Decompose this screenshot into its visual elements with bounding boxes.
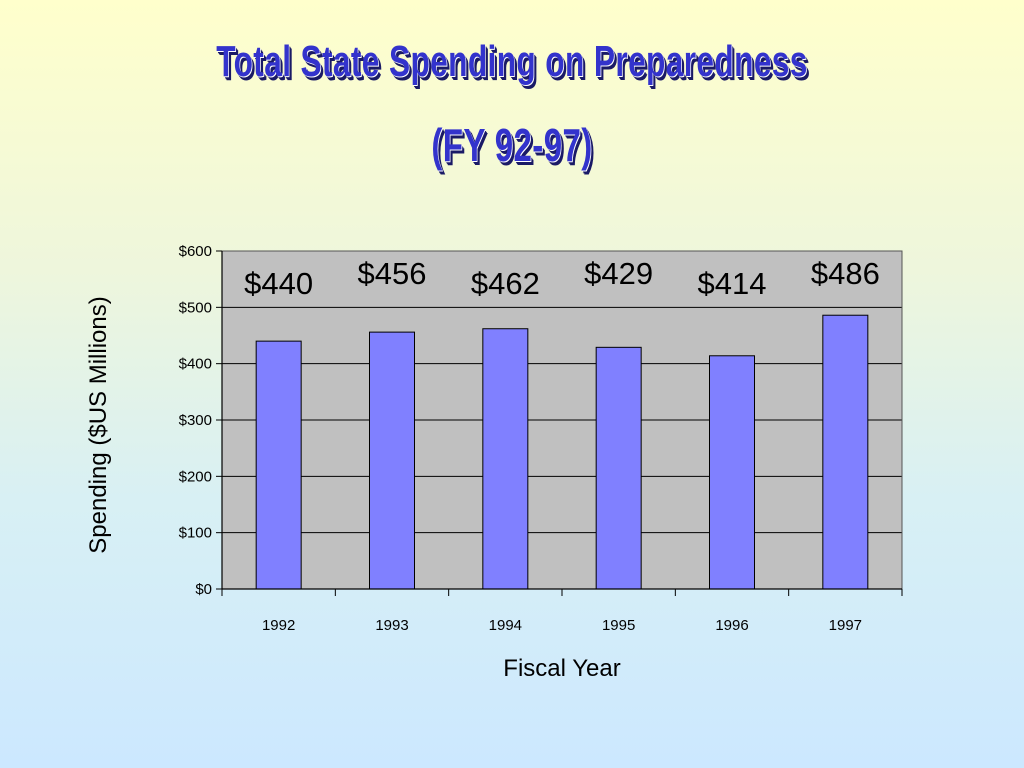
bar-1994	[482, 328, 529, 590]
bars	[255, 314, 869, 590]
data-label-1994: $462	[471, 266, 540, 301]
x-tick-label: 1997	[829, 617, 862, 634]
data-label-1995: $429	[584, 256, 653, 291]
y-tick-labels: $0 $100 $200 $300 $400 $500 $600	[179, 243, 212, 598]
x-tick-label: 1993	[375, 617, 408, 634]
bar-1995	[595, 346, 642, 590]
chart-title-line2: (FY 92-97)	[431, 119, 593, 171]
axes	[216, 250, 903, 596]
y-tick-label: $200	[179, 468, 212, 485]
y-tick-label: $300	[179, 412, 212, 429]
x-tick-labels: 1992 1993 1994 1995 1996 1997	[262, 617, 862, 634]
bar-1996	[709, 355, 755, 590]
data-label-1997: $486	[811, 256, 880, 291]
data-label-1996: $414	[698, 266, 767, 301]
x-tick-label: 1996	[715, 617, 748, 634]
data-label-1993: $456	[358, 256, 427, 291]
bar-1993	[369, 331, 415, 590]
y-tick-label: $600	[179, 243, 212, 260]
bar-1997	[822, 314, 869, 590]
x-tick-label: 1994	[489, 617, 522, 634]
x-tick-label: 1995	[602, 617, 635, 634]
chart-title-line1: Total State Spending on Preparedness	[216, 37, 808, 86]
y-tick-label: $400	[179, 356, 212, 373]
x-axis-title: Fiscal Year	[503, 655, 620, 682]
y-tick-label: $0	[195, 581, 212, 598]
x-tick-label: 1992	[262, 617, 295, 634]
bar-1992	[255, 340, 302, 590]
y-axis-title: Spending ($US Millions)	[85, 296, 112, 553]
y-tick-label: $100	[179, 525, 212, 542]
y-tick-label: $500	[179, 299, 212, 316]
data-labels: $440 $456 $462 $429 $414 $486	[244, 256, 880, 301]
data-label-1992: $440	[244, 266, 313, 301]
